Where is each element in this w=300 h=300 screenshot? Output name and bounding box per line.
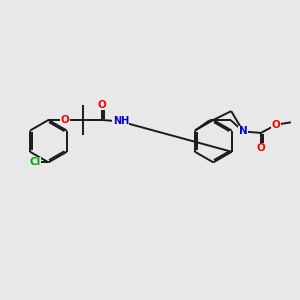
Text: O: O: [272, 120, 280, 130]
Text: O: O: [98, 100, 106, 110]
Text: O: O: [60, 115, 69, 125]
Text: Cl: Cl: [29, 158, 40, 167]
Text: N: N: [239, 126, 248, 136]
Text: O: O: [256, 143, 265, 153]
Text: NH: NH: [113, 116, 129, 126]
